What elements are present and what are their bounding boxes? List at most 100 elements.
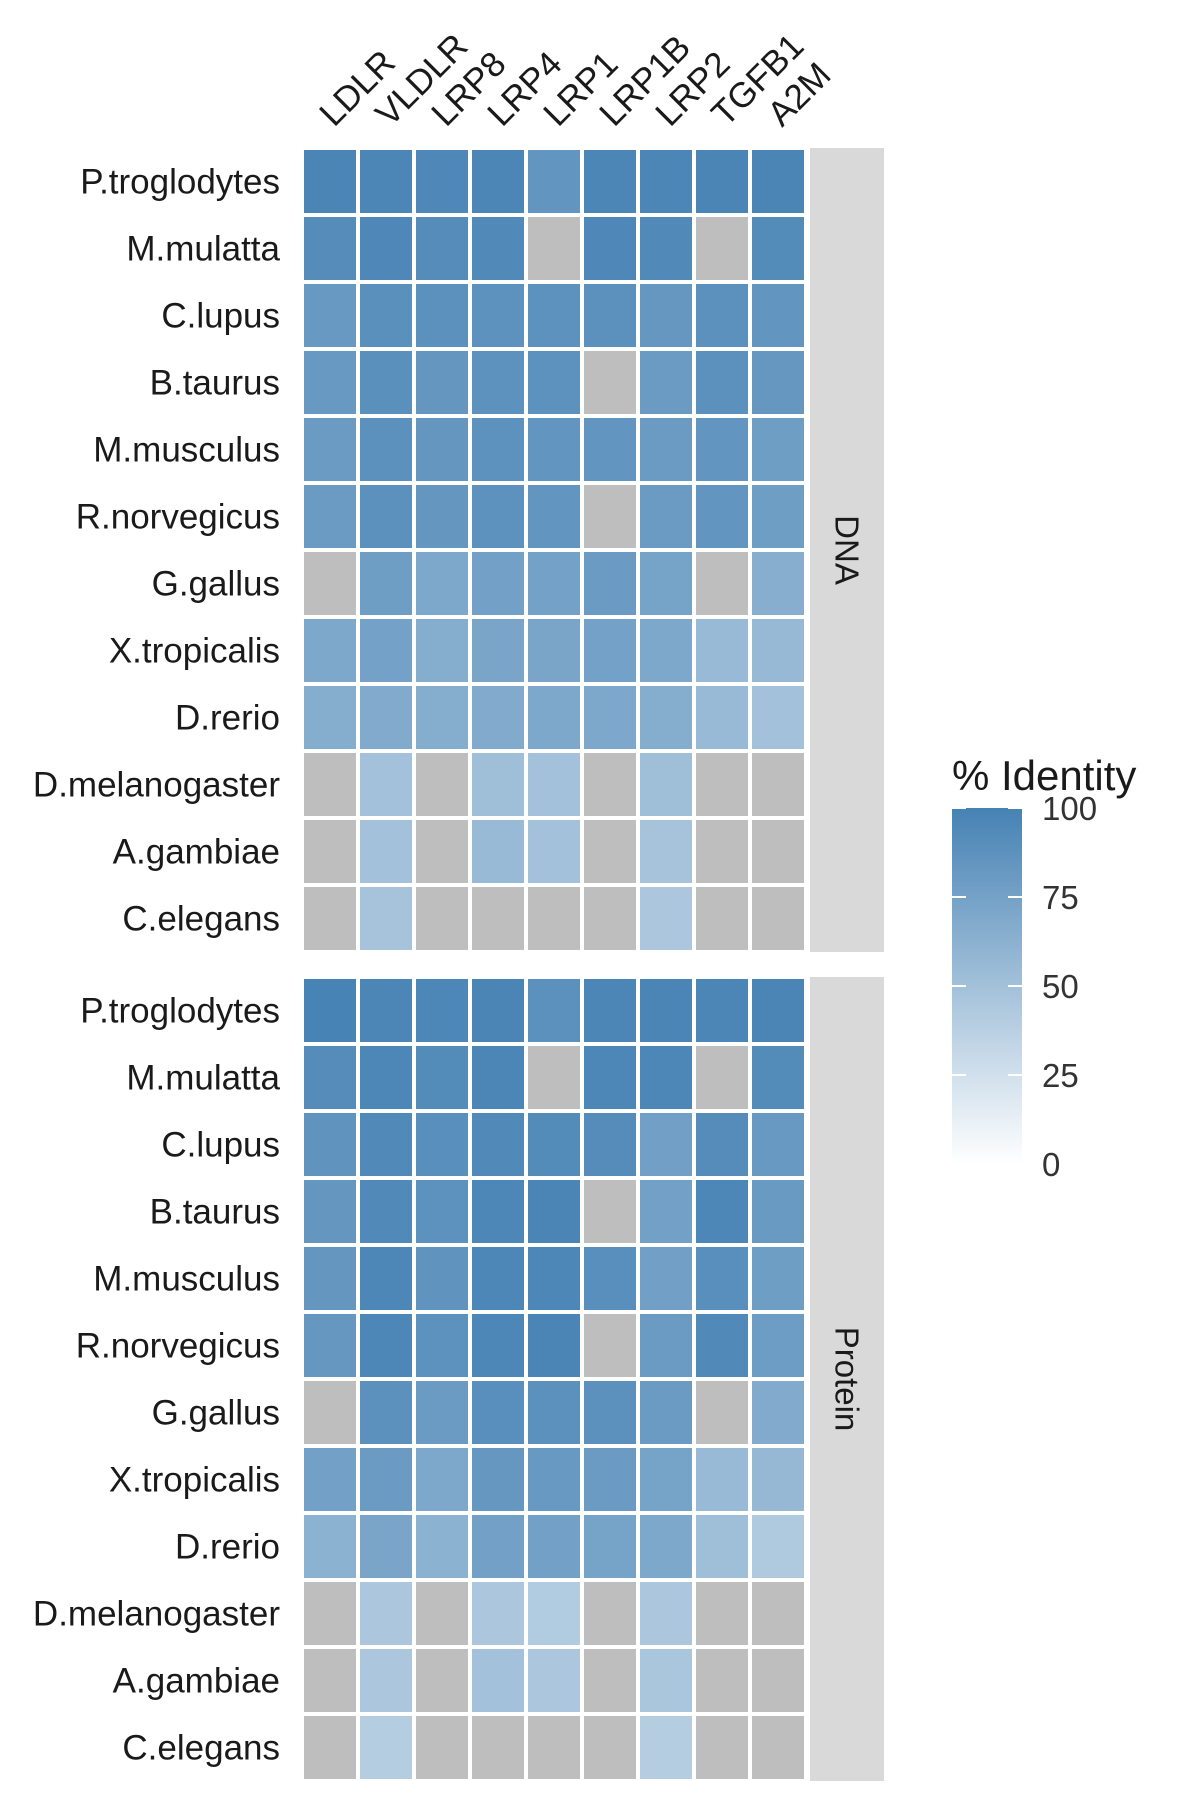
heatmap-cell (416, 1448, 468, 1511)
heatmap-cell (416, 1180, 468, 1243)
heatmap-cell (752, 1649, 804, 1712)
heatmap-cell (304, 1448, 356, 1511)
heatmap-cell (584, 1649, 636, 1712)
row-label: B.taurus (150, 1193, 280, 1232)
row-label: C.elegans (122, 900, 280, 939)
row-label: D.rerio (175, 699, 280, 738)
heatmap-cell (472, 753, 524, 816)
heatmap-cell (752, 1582, 804, 1645)
row-label: D.rerio (175, 1528, 280, 1567)
heatmap-cell (528, 1515, 580, 1578)
heatmap-cell (696, 1180, 748, 1243)
heatmap-cell (416, 1046, 468, 1109)
heatmap-cell (640, 1314, 692, 1377)
heatmap-cell (584, 753, 636, 816)
legend-ticks: 0 25 50 75 100 (952, 790, 1097, 1183)
heatmap-cell (752, 150, 804, 213)
heatmap-cell (752, 1046, 804, 1109)
row-label: M.mulatta (126, 230, 280, 269)
heatmap-cell (584, 686, 636, 749)
heatmap-cell (360, 1515, 412, 1578)
row-label: M.musculus (93, 431, 280, 470)
heatmap-cell (472, 887, 524, 950)
heatmap-cell (584, 979, 636, 1042)
heatmap-cell (696, 979, 748, 1042)
heatmap-cell (696, 418, 748, 481)
heatmap-cell (640, 217, 692, 280)
heatmap-cell (528, 1046, 580, 1109)
heatmap-cell (640, 686, 692, 749)
heatmap-cell (584, 1180, 636, 1243)
heatmap-cell (416, 753, 468, 816)
heatmap-cell (752, 1314, 804, 1377)
heatmap-cell (472, 1180, 524, 1243)
row-label: P.troglodytes (80, 992, 280, 1031)
row-label: M.musculus (93, 1260, 280, 1299)
heatmap-cell (360, 820, 412, 883)
heatmap-cell (360, 686, 412, 749)
heatmap-cell (472, 418, 524, 481)
heatmap-cell (304, 284, 356, 347)
heatmap-cell (528, 552, 580, 615)
heatmap-cell (696, 552, 748, 615)
heatmap-cell (472, 217, 524, 280)
facet-strip (810, 977, 884, 1781)
heatmap-cell (360, 753, 412, 816)
heatmap-cell (360, 1448, 412, 1511)
heatmap-cell (304, 686, 356, 749)
row-label: A.gambiae (113, 833, 280, 872)
heatmap-cell (584, 418, 636, 481)
heatmap-cell (360, 1716, 412, 1779)
heatmap-cell (360, 1180, 412, 1243)
heatmap-cell (472, 1649, 524, 1712)
heatmap-cell (752, 552, 804, 615)
heatmap-cell (696, 1381, 748, 1444)
heatmap-cell (304, 619, 356, 682)
row-label: B.taurus (150, 364, 280, 403)
heatmap-cell (696, 1515, 748, 1578)
heatmap-cell (528, 284, 580, 347)
heatmap-cell (752, 619, 804, 682)
heatmap-cell (640, 284, 692, 347)
heatmap-cell (584, 1515, 636, 1578)
heatmap-cell (416, 1381, 468, 1444)
heatmap-cell (752, 820, 804, 883)
heatmap-cell (640, 1046, 692, 1109)
heatmap-cell (584, 1448, 636, 1511)
heatmap-cell (640, 619, 692, 682)
row-labels: P.troglodytes M.mulatta C.lupus B.taurus M.m… (33, 163, 281, 1768)
heatmap-cell (416, 820, 468, 883)
heatmap-cell (528, 887, 580, 950)
heatmap-cell (416, 1515, 468, 1578)
row-label: G.gallus (152, 1394, 280, 1433)
heatmap-cell (416, 1582, 468, 1645)
heatmap-cell (528, 979, 580, 1042)
heatmap-cell (752, 1381, 804, 1444)
heatmap-cell (528, 1180, 580, 1243)
heatmap-cell (696, 1046, 748, 1109)
heatmap-cell (640, 887, 692, 950)
heatmap-cell (528, 150, 580, 213)
heatmap-cell (640, 1448, 692, 1511)
heatmap-cell (696, 1716, 748, 1779)
heatmap-cell (416, 1247, 468, 1310)
heatmap-cell (752, 887, 804, 950)
heatmap-cell (304, 1515, 356, 1578)
heatmap-cell (752, 351, 804, 414)
heatmap-cell (696, 485, 748, 548)
heatmap-cell (472, 1381, 524, 1444)
heatmap-cell (528, 485, 580, 548)
heatmap-cell (584, 1046, 636, 1109)
heatmap-cells (304, 150, 804, 1779)
heatmap-cell (528, 1247, 580, 1310)
heatmap-cell (752, 1113, 804, 1176)
heatmap-cell (696, 1448, 748, 1511)
heatmap-cell (360, 619, 412, 682)
heatmap-cell (584, 284, 636, 347)
heatmap-cell (304, 1716, 356, 1779)
heatmap-cell (528, 1448, 580, 1511)
heatmap-cell (304, 1649, 356, 1712)
heatmap-cell (584, 217, 636, 280)
heatmap-cell (640, 1113, 692, 1176)
heatmap-cell (360, 1247, 412, 1310)
